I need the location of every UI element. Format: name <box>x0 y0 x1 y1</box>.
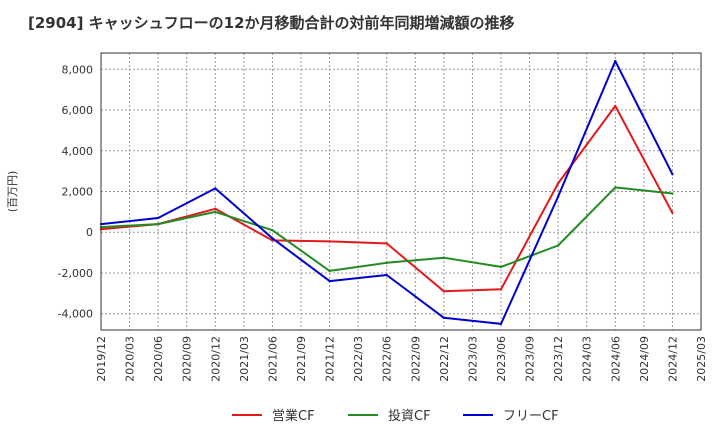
data-point <box>556 195 560 198</box>
data-point <box>214 207 217 211</box>
x-tick-label: 2020/03 <box>124 336 137 382</box>
x-tick-label: 2019/12 <box>95 336 108 382</box>
x-tick-label: 2020/12 <box>209 336 222 382</box>
y-tick-label: 8,000 <box>62 63 94 76</box>
x-tick-label: 2024/06 <box>609 336 622 382</box>
x-tick-label: 2022/12 <box>438 336 451 382</box>
y-axis-title: (百万円) <box>6 171 19 213</box>
data-point <box>499 322 503 326</box>
data-point <box>271 228 274 232</box>
data-point <box>328 240 331 243</box>
x-tick-label: 2023/09 <box>524 336 537 382</box>
x-tick-label: 2024/03 <box>581 336 594 382</box>
y-tick-label: -4,000 <box>58 308 93 321</box>
x-tick-label: 2021/12 <box>324 336 337 382</box>
y-tick-label: 0 <box>86 226 93 239</box>
data-point <box>442 316 446 319</box>
x-tick-label: 2021/09 <box>295 336 308 382</box>
data-point <box>499 288 503 291</box>
x-tick-label: 2024/09 <box>638 336 651 382</box>
series-3 <box>99 59 674 326</box>
series-line <box>100 60 674 325</box>
data-point <box>214 210 217 214</box>
data-point <box>214 187 217 190</box>
data-point <box>671 172 674 176</box>
legend-item: 投資CF <box>348 408 431 424</box>
data-point <box>556 244 560 247</box>
legend-item: フリーCF <box>463 409 559 424</box>
x-tick-label: 2021/06 <box>266 336 279 382</box>
data-point <box>614 104 617 108</box>
series-2 <box>99 186 674 273</box>
x-tick-label: 2023/06 <box>495 336 508 382</box>
x-tick-label: 2020/09 <box>181 336 194 382</box>
y-tick-label: 4,000 <box>62 145 94 158</box>
x-tick-label: 2024/12 <box>666 336 679 382</box>
legend-item: 営業CF <box>232 408 315 424</box>
x-tick-label: 2023/03 <box>466 336 479 382</box>
x-tick-label: 2025/03 <box>695 336 708 382</box>
data-point <box>442 256 446 259</box>
x-tick-label: 2021/03 <box>238 336 251 382</box>
data-point <box>385 261 388 264</box>
y-tick-label: 6,000 <box>62 104 94 117</box>
x-tick-label: 2020/06 <box>152 336 165 382</box>
data-point <box>156 216 160 220</box>
x-tick-label: 2022/06 <box>381 336 394 382</box>
data-point <box>671 211 674 215</box>
data-point <box>328 269 331 273</box>
y-tick-label: 2,000 <box>62 186 94 199</box>
x-tick-label: 2023/12 <box>552 336 565 382</box>
data-point <box>385 273 388 277</box>
legend-label: 営業CF <box>272 408 315 424</box>
legend-label: 投資CF <box>388 408 431 424</box>
data-point <box>499 265 503 269</box>
data-point <box>271 237 274 240</box>
x-tick-label: 2022/09 <box>409 336 422 382</box>
data-point <box>614 59 617 63</box>
data-point <box>328 279 331 283</box>
chart-title: [2904] キャッシュフローの12か月移動合計の対前年同期増減額の推移 <box>28 14 515 32</box>
data-point <box>671 192 674 195</box>
data-point <box>385 242 388 245</box>
y-tick-label: -2,000 <box>58 267 93 280</box>
plot-frame <box>100 52 702 331</box>
legend-label: フリーCF <box>503 409 559 424</box>
x-tick-label: 2022/03 <box>352 336 365 382</box>
data-point <box>442 290 446 293</box>
data-point <box>614 186 617 189</box>
data-point <box>156 222 160 226</box>
data-point <box>556 182 560 185</box>
